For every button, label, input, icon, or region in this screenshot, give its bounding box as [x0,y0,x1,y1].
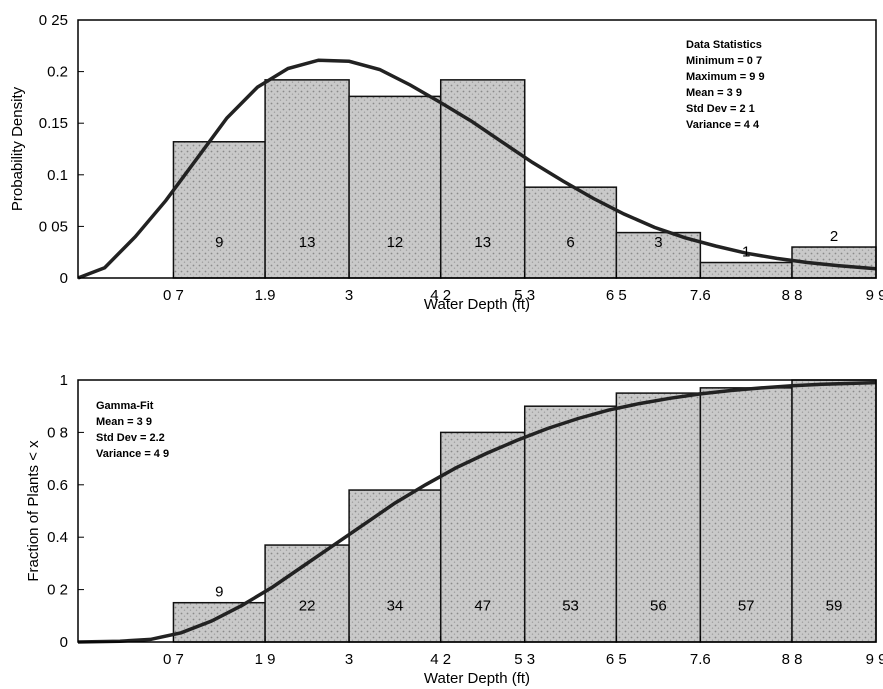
x-tick-label: 5 3 [514,287,535,304]
y-tick-label: 0 2 [47,582,68,599]
x-tick-label: 6 5 [606,287,627,304]
y-axis-label-1: Fraction of Plants < x [25,440,42,582]
stats-line-minimum: Minimum = 0 7 [686,55,762,67]
y-tick-label: 0 8 [47,424,68,441]
x-tick-label: 7.6 [690,651,711,668]
x-tick-label: 0 7 [163,287,184,304]
stats-title: Data Statistics [686,39,762,51]
bar [615,392,702,643]
x-tick-label: 9 9 [866,651,883,668]
bar-count-label: 12 [387,234,404,251]
bar [791,379,877,643]
stats-line-mean: Mean = 3 9 [686,87,742,99]
bar-labels-1: 9 22 34 47 53 56 57 59 [215,584,842,615]
bar-labels-0: 9 13 12 13 6 312 [215,228,838,260]
bar [348,95,442,279]
y-tick-label: 0 25 [39,12,68,29]
bar-count-label: 59 [826,597,843,614]
bar [264,79,350,279]
bar-count-label: 56 [650,597,667,614]
bar [523,186,618,279]
gamma-fit-line-std-dev: Std Dev = 2.2 [96,432,165,444]
gamma-fit-title: Gamma-Fit [96,400,154,412]
x-tick-label: 3 [345,287,353,304]
plot-frame-0 [77,19,877,279]
x-ticks-1: 0 7 1 9 3 4 2 5 3 6 5 7.6 8 8 9 9 [163,636,883,668]
y-tick-label: 0.6 [47,477,68,494]
gamma-pdf-curve [77,58,877,280]
y-tick-label: 0 [60,270,68,287]
x-tick-label: 3 [345,651,353,668]
x-axis-label-1: Water Depth (ft) [424,670,530,687]
bar-count-label: 6 [566,234,574,251]
x-tick-label: 9 9 [866,287,883,304]
x-tick-label: 4 2 [430,287,451,304]
y-axis-label-0: Probability Density [9,86,26,211]
x-tick-label: 0 7 [163,651,184,668]
bar [264,544,350,643]
y-tick-label: 0.2 [47,64,68,81]
y-ticks-0: 0 0 05 0.1 0.15 0.2 0 25 [39,12,84,287]
bar [699,261,793,279]
bar [699,387,793,643]
y-tick-label: 0 [60,634,68,651]
bar-count-label: 53 [562,597,579,614]
bars-0 [172,79,877,279]
bar-count-label: 2 [830,228,838,245]
x-tick-label: 5 3 [514,651,535,668]
y-tick-label: 0 05 [39,218,68,235]
x-tick-label: 4 2 [430,651,451,668]
gamma-fit-line-variance: Variance = 4 9 [96,448,169,460]
bar [523,405,618,643]
bar-count-label: 1 [742,244,750,261]
cumulative-fraction-chart: 9 22 34 47 53 56 57 59 0 7 1 9 3 4 2 5 3 6 5 7.6 8 8 9 … [25,372,883,687]
bar-count-label: 13 [299,234,316,251]
bar-count-label: 47 [474,597,491,614]
y-ticks-1: 0 0 2 0.4 0.6 0 8 1 [47,372,84,651]
stats-line-maximum: Maximum = 9 9 [686,71,765,83]
bar [348,489,442,643]
y-tick-label: 1 [60,372,68,389]
stats-line-std-dev: Std Dev = 2 1 [686,103,755,115]
bar-count-label: 3 [654,234,662,251]
bar-count-label: 34 [387,597,404,614]
bar-count-label: 9 [215,584,223,601]
x-tick-label: 6 5 [606,651,627,668]
x-tick-label: 8 8 [782,651,803,668]
x-tick-label: 1.9 [255,287,276,304]
x-tick-label: 8 8 [782,287,803,304]
x-axis-label-0: Water Depth (ft) [424,296,530,313]
plot-frame-1 [77,379,877,643]
gamma-fit-line-mean: Mean = 3 9 [96,416,152,428]
x-tick-label: 1 9 [255,651,276,668]
x-ticks-0: 0 7 1.9 3 4 2 5 3 6 5 7.6 8 8 9 9 [163,272,883,304]
stats-line-variance: Variance = 4 4 [686,119,760,131]
bar [172,141,266,279]
bars-1 [172,379,877,643]
data-statistics-box: Data Statistics Minimum = 0 7 Maximum = … [686,39,765,131]
bar-count-label: 9 [215,234,223,251]
y-tick-label: 0.4 [47,529,68,546]
bar [172,601,266,643]
x-tick-label: 7.6 [690,287,711,304]
bar-count-label: 22 [299,597,316,614]
y-tick-label: 0.15 [39,115,68,132]
bar-count-label: 57 [738,597,755,614]
gamma-fit-box: Gamma-Fit Mean = 3 9 Std Dev = 2.2 Varia… [96,400,169,460]
gamma-cdf-curve [77,380,877,644]
y-tick-label: 0.1 [47,167,68,184]
bar-count-label: 13 [474,234,491,251]
